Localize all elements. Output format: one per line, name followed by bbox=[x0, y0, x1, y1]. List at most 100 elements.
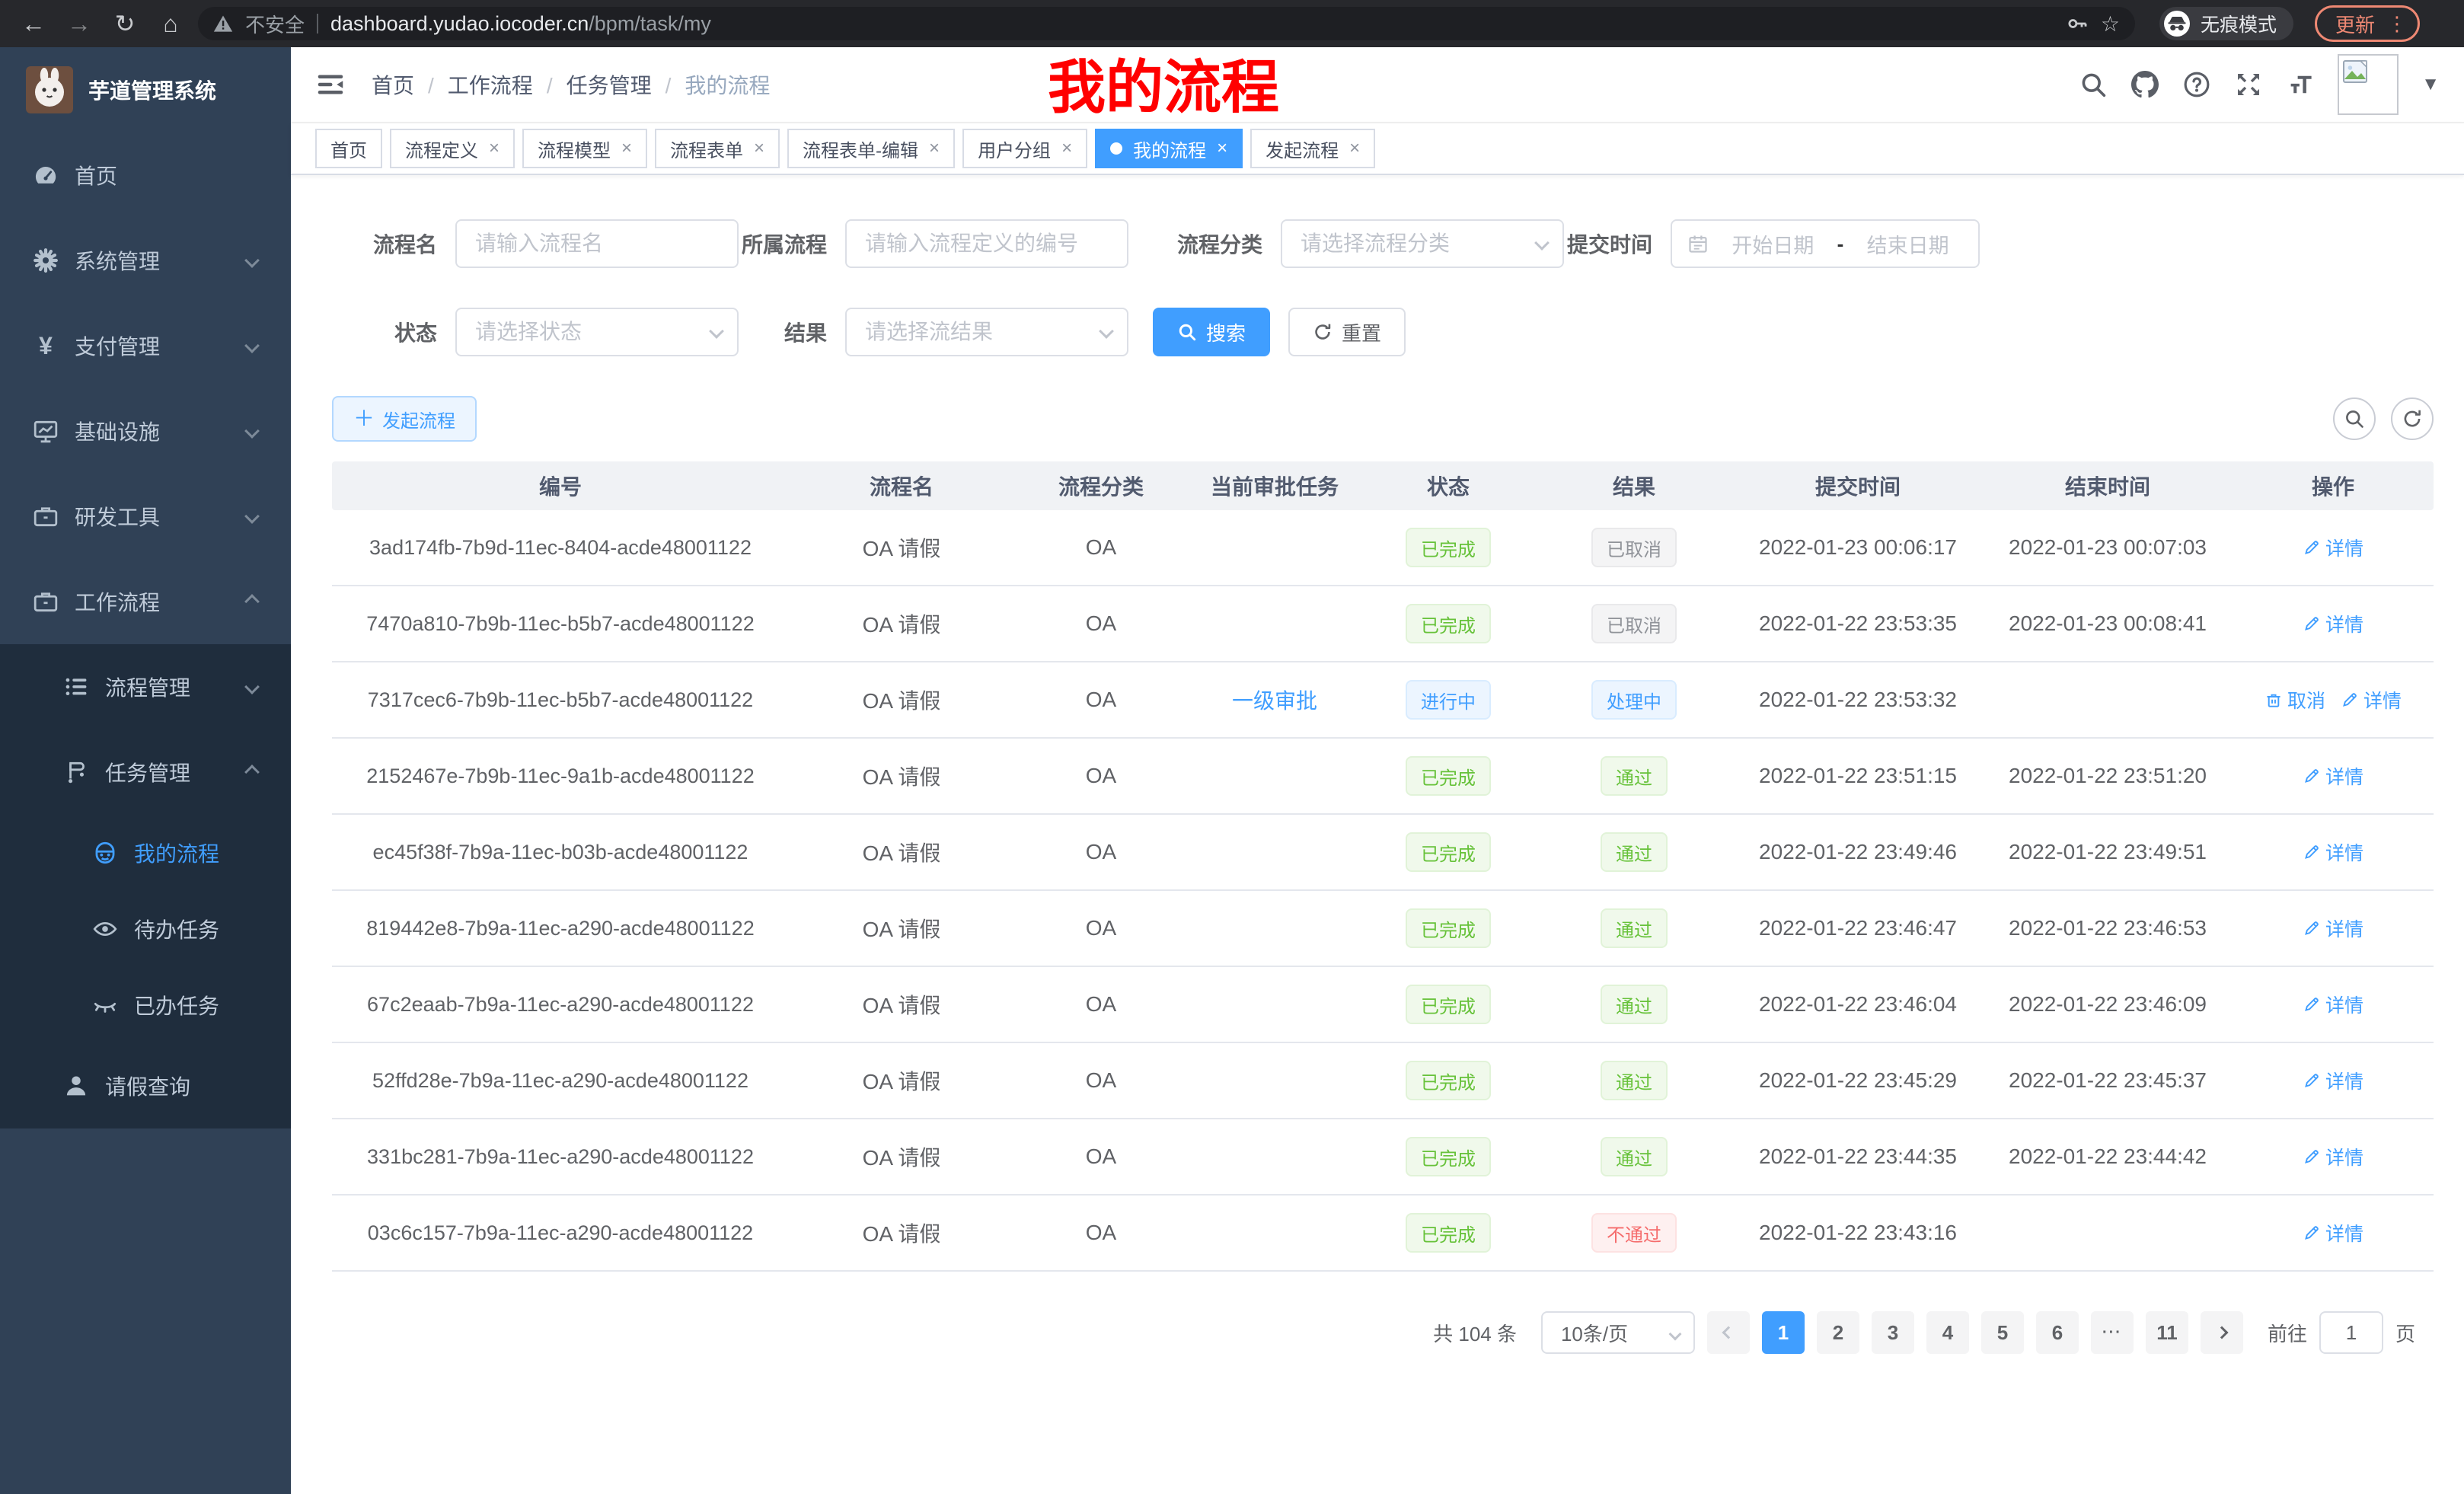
category-select[interactable] bbox=[1281, 219, 1564, 268]
row-process-name: OA 请假 bbox=[862, 841, 941, 865]
sidebar-item[interactable]: 任务管理 bbox=[0, 729, 291, 815]
breadcrumb-item[interactable]: 我的流程 bbox=[685, 74, 771, 97]
status-badge: 已完成 bbox=[1406, 1137, 1491, 1176]
tab[interactable]: 流程定义 × bbox=[390, 129, 515, 168]
page-button[interactable]: 5 bbox=[1980, 1311, 2024, 1354]
goto-page-input[interactable] bbox=[2319, 1311, 2383, 1354]
page-button[interactable]: ··· bbox=[2090, 1311, 2134, 1354]
password-key-icon[interactable] bbox=[2066, 12, 2089, 35]
navbar: 首页工作流程任务管理我的流程 ▼ bbox=[291, 47, 2464, 123]
sidebar-item[interactable]: 系统管理 bbox=[0, 218, 291, 303]
create-process-button[interactable]: ＋ 发起流程 bbox=[332, 396, 477, 442]
detail-link[interactable]: 详情 bbox=[2303, 991, 2363, 1018]
detail-link[interactable]: 详情 bbox=[2303, 1219, 2363, 1247]
result-select[interactable] bbox=[845, 308, 1128, 356]
current-task-link[interactable]: 一级审批 bbox=[1231, 689, 1317, 713]
search-icon[interactable] bbox=[2079, 70, 2108, 99]
next-page-button[interactable] bbox=[2200, 1311, 2243, 1354]
row-category: OA bbox=[1085, 1068, 1117, 1092]
detail-link[interactable]: 详情 bbox=[2341, 686, 2402, 713]
tab[interactable]: 流程表单 × bbox=[655, 129, 780, 168]
page-button[interactable]: 6 bbox=[2035, 1311, 2079, 1354]
tab[interactable]: 流程表单-编辑 × bbox=[787, 129, 956, 168]
breadcrumb-item[interactable]: 任务管理 bbox=[567, 69, 685, 100]
process-name-input[interactable] bbox=[455, 219, 739, 268]
sidebar-item[interactable]: 我的流程 bbox=[0, 815, 291, 891]
detail-link[interactable]: 详情 bbox=[2303, 915, 2363, 942]
page-size-select[interactable]: 10条/页 bbox=[1540, 1311, 1695, 1354]
github-icon[interactable] bbox=[2130, 70, 2159, 99]
toggle-search-button[interactable] bbox=[2333, 397, 2376, 440]
tab-label: 流程模型 bbox=[538, 140, 611, 161]
sidebar-item[interactable]: 已办任务 bbox=[0, 967, 291, 1043]
bookmark-star-icon[interactable]: ☆ bbox=[2100, 11, 2120, 36]
refresh-button[interactable] bbox=[2391, 397, 2434, 440]
detail-link[interactable]: 详情 bbox=[2303, 838, 2363, 866]
reset-button[interactable]: 重置 bbox=[1288, 308, 1406, 356]
sidebar-item[interactable]: 流程管理 bbox=[0, 644, 291, 729]
start-date-placeholder[interactable]: 开始日期 bbox=[1732, 234, 1814, 257]
avatar[interactable] bbox=[2338, 54, 2399, 115]
breadcrumb-item[interactable]: 首页 bbox=[372, 69, 448, 100]
sidebar-item[interactable]: 研发工具 bbox=[0, 474, 291, 559]
date-range-picker[interactable]: 开始日期 - 结束日期 bbox=[1671, 219, 1980, 268]
browser-update-button[interactable]: 更新 ⋮ bbox=[2315, 5, 2421, 42]
tab-label: 我的流程 bbox=[1133, 140, 1207, 161]
tab[interactable]: 用户分组 × bbox=[962, 129, 1088, 168]
avatar-caret-icon[interactable]: ▼ bbox=[2421, 74, 2440, 94]
search-button[interactable]: 搜索 bbox=[1153, 308, 1271, 356]
page-button[interactable]: 11 bbox=[2145, 1311, 2188, 1354]
close-icon[interactable]: × bbox=[1349, 138, 1361, 158]
tab[interactable]: 发起流程 × bbox=[1250, 129, 1376, 168]
process-definition-input[interactable] bbox=[845, 219, 1128, 268]
flow-icon bbox=[62, 758, 90, 786]
address-bar[interactable]: 不安全 dashboard.yudao.iocoder.cn/bpm/task/… bbox=[198, 7, 2135, 40]
detail-link[interactable]: 详情 bbox=[2303, 534, 2363, 561]
sidebar-item[interactable]: 基础设施 bbox=[0, 388, 291, 474]
sidebar-item[interactable]: 工作流程 bbox=[0, 559, 291, 644]
cancel-link[interactable]: 取消 bbox=[2265, 686, 2325, 713]
close-icon[interactable]: × bbox=[1217, 138, 1228, 158]
sidebar-logo[interactable]: 芋道管理系统 bbox=[0, 47, 291, 132]
breadcrumb-item[interactable]: 工作流程 bbox=[448, 69, 567, 100]
back-icon[interactable]: ← bbox=[21, 9, 46, 37]
close-icon[interactable]: × bbox=[621, 138, 633, 158]
tab[interactable]: 首页 × bbox=[315, 129, 382, 168]
detail-link[interactable]: 详情 bbox=[2303, 1067, 2363, 1094]
close-icon[interactable]: × bbox=[754, 138, 765, 158]
close-icon[interactable]: × bbox=[489, 138, 500, 158]
reload-icon[interactable]: ↻ bbox=[114, 10, 136, 37]
detail-link[interactable]: 详情 bbox=[2303, 1143, 2363, 1170]
fullscreen-icon[interactable] bbox=[2234, 70, 2263, 99]
sidebar-item[interactable]: 请假查询 bbox=[0, 1043, 291, 1128]
close-icon[interactable]: × bbox=[1061, 138, 1073, 158]
detail-link[interactable]: 详情 bbox=[2303, 610, 2363, 637]
row-end-time: 2022-01-22 23:46:53 bbox=[2009, 916, 2207, 940]
detail-link[interactable]: 详情 bbox=[2303, 762, 2363, 790]
page-button[interactable]: 1 bbox=[1761, 1311, 1805, 1354]
chevron-down-icon bbox=[1668, 1327, 1682, 1341]
close-icon[interactable]: × bbox=[929, 138, 940, 158]
home-icon[interactable]: ⌂ bbox=[163, 9, 178, 37]
hamburger-icon[interactable] bbox=[315, 69, 346, 100]
sidebar-item-label: 请假查询 bbox=[105, 1075, 191, 1099]
font-size-icon[interactable] bbox=[2286, 70, 2315, 99]
page-button[interactable]: 4 bbox=[1926, 1311, 1969, 1354]
page-button[interactable]: 3 bbox=[1871, 1311, 1914, 1354]
sidebar-item[interactable]: 待办任务 bbox=[0, 891, 291, 967]
browser-menu-icon[interactable]: ⋮ bbox=[2387, 12, 2408, 35]
tab[interactable]: 我的流程 × bbox=[1095, 129, 1243, 168]
security-label[interactable]: 不安全 bbox=[245, 13, 305, 37]
prev-page-button[interactable] bbox=[1706, 1311, 1750, 1354]
help-icon[interactable] bbox=[2182, 70, 2211, 99]
url-text[interactable]: dashboard.yudao.iocoder.cn/bpm/task/my bbox=[330, 11, 711, 35]
forward-icon[interactable]: → bbox=[67, 9, 91, 37]
page-button[interactable]: 2 bbox=[1816, 1311, 1859, 1354]
update-label[interactable]: 更新 bbox=[2335, 13, 2376, 37]
tab[interactable]: 流程模型 × bbox=[522, 129, 648, 168]
status-badge: 已完成 bbox=[1406, 908, 1491, 948]
end-date-placeholder[interactable]: 结束日期 bbox=[1866, 234, 1949, 257]
sidebar-item[interactable]: 首页 bbox=[0, 132, 291, 218]
sidebar-item[interactable]: ¥ 支付管理 bbox=[0, 303, 291, 388]
status-select[interactable] bbox=[455, 308, 739, 356]
